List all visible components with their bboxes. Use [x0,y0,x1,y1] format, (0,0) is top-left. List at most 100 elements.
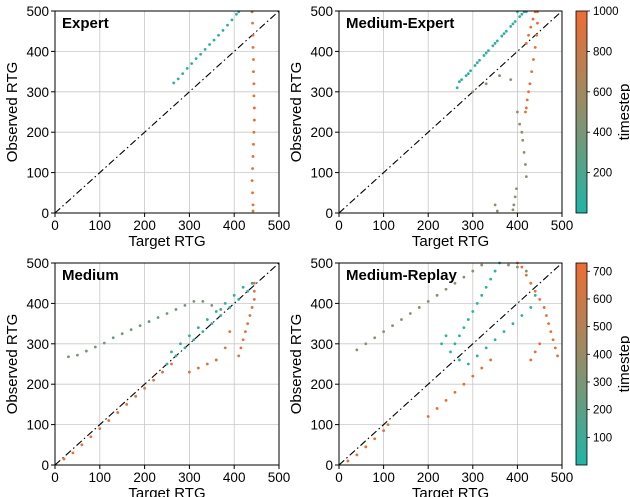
data-point [471,90,475,94]
y-axis-title: Observed RTG [4,314,21,415]
colorbar-tick-label: 500 [593,322,612,334]
data-point [107,419,111,422]
data-point [67,355,70,359]
data-point [188,334,191,338]
data-point [520,314,524,317]
data-point [522,151,526,154]
data-point [484,285,488,289]
data-point [251,167,254,170]
colorbar-tick-label: 800 [593,46,612,58]
data-point [192,299,196,303]
data-point [493,41,497,45]
x-tick-label: 100 [372,470,395,485]
x-tick-label: 400 [223,218,246,233]
data-point [538,297,542,301]
data-point [152,378,155,382]
x-axis-title: Target RTG [412,233,489,250]
data-point [495,209,499,213]
data-point [161,370,164,374]
colorbar-tick-label: 400 [593,349,612,361]
data-point [252,70,255,73]
data-point [444,334,448,338]
y-tick-label: 500 [310,256,333,271]
data-point [471,374,475,378]
data-point [355,348,359,352]
data-point [192,338,196,342]
x-tick-label: 400 [506,470,529,485]
data-point [516,110,519,114]
panels: 0 100 200 300 400 500 0 100 200 300 400 500 Target R… [4,4,573,497]
data-point [493,269,497,273]
data-point [511,208,515,212]
data-point [530,70,534,73]
y-tick-label: 0 [41,206,49,221]
data-point [76,353,79,357]
x-tick-label: 200 [417,218,440,233]
data-point [165,312,169,315]
data-point [248,314,252,317]
data-point [252,142,255,146]
data-point [116,411,120,414]
y-tick-label: 200 [26,377,49,392]
data-point [511,322,515,325]
x-axis-title: Target RTG [412,485,489,497]
data-point [524,163,527,166]
data-point [196,326,200,330]
data-point [251,33,255,37]
y-tick-label: 400 [310,44,333,59]
x-tick-label: 300 [462,218,485,233]
data-point [518,15,522,19]
data-point [475,61,479,65]
data-point [386,423,390,426]
data-point [520,130,524,134]
data-point [346,459,350,463]
data-point [544,314,548,317]
data-point [509,78,513,82]
data-point [525,98,529,102]
colorbar: 200 400 600 800 1000 timestep [575,6,630,214]
data-point [453,342,457,346]
data-point [462,326,466,330]
data-point [531,17,535,21]
x-tick-label: 200 [133,218,156,233]
colorbar-tick-label: 700 [593,266,612,278]
x-tick-label: 300 [178,218,201,233]
data-point [129,328,133,332]
data-point [524,175,528,179]
data-point [480,293,484,297]
x-tick-label: 200 [133,470,156,485]
data-point [458,358,461,362]
data-point [435,407,439,410]
data-point [170,350,173,354]
x-tick-label: 400 [223,470,246,485]
data-point [458,334,461,338]
data-point [214,358,218,362]
x-tick-label: 300 [462,470,485,485]
y-tick-label: 0 [325,458,333,473]
data-point [239,346,243,350]
data-point [535,33,538,37]
y-tick-label: 500 [26,256,49,271]
data-point [551,338,555,342]
data-point [134,394,138,398]
data-point [527,33,530,37]
data-point [235,12,238,16]
data-point [524,273,528,277]
colorbar-tick-label: 100 [593,432,612,444]
panel-3: 0 100 200 300 400 500 0 100 200 300 400 500 Target R… [288,256,573,497]
data-point [244,330,247,334]
data-point [93,345,97,349]
x-tick-label: 0 [335,218,343,233]
data-point [251,209,255,213]
data-point [170,362,173,366]
x-tick-label: 0 [51,218,59,233]
x-tick-label: 100 [89,470,112,485]
data-point [484,51,488,55]
x-tick-label: 100 [372,218,395,233]
x-tick-label: 500 [268,218,291,233]
data-point [536,21,539,25]
data-point [223,302,227,305]
data-point [524,106,528,110]
data-point [181,72,185,76]
data-point [252,289,256,293]
